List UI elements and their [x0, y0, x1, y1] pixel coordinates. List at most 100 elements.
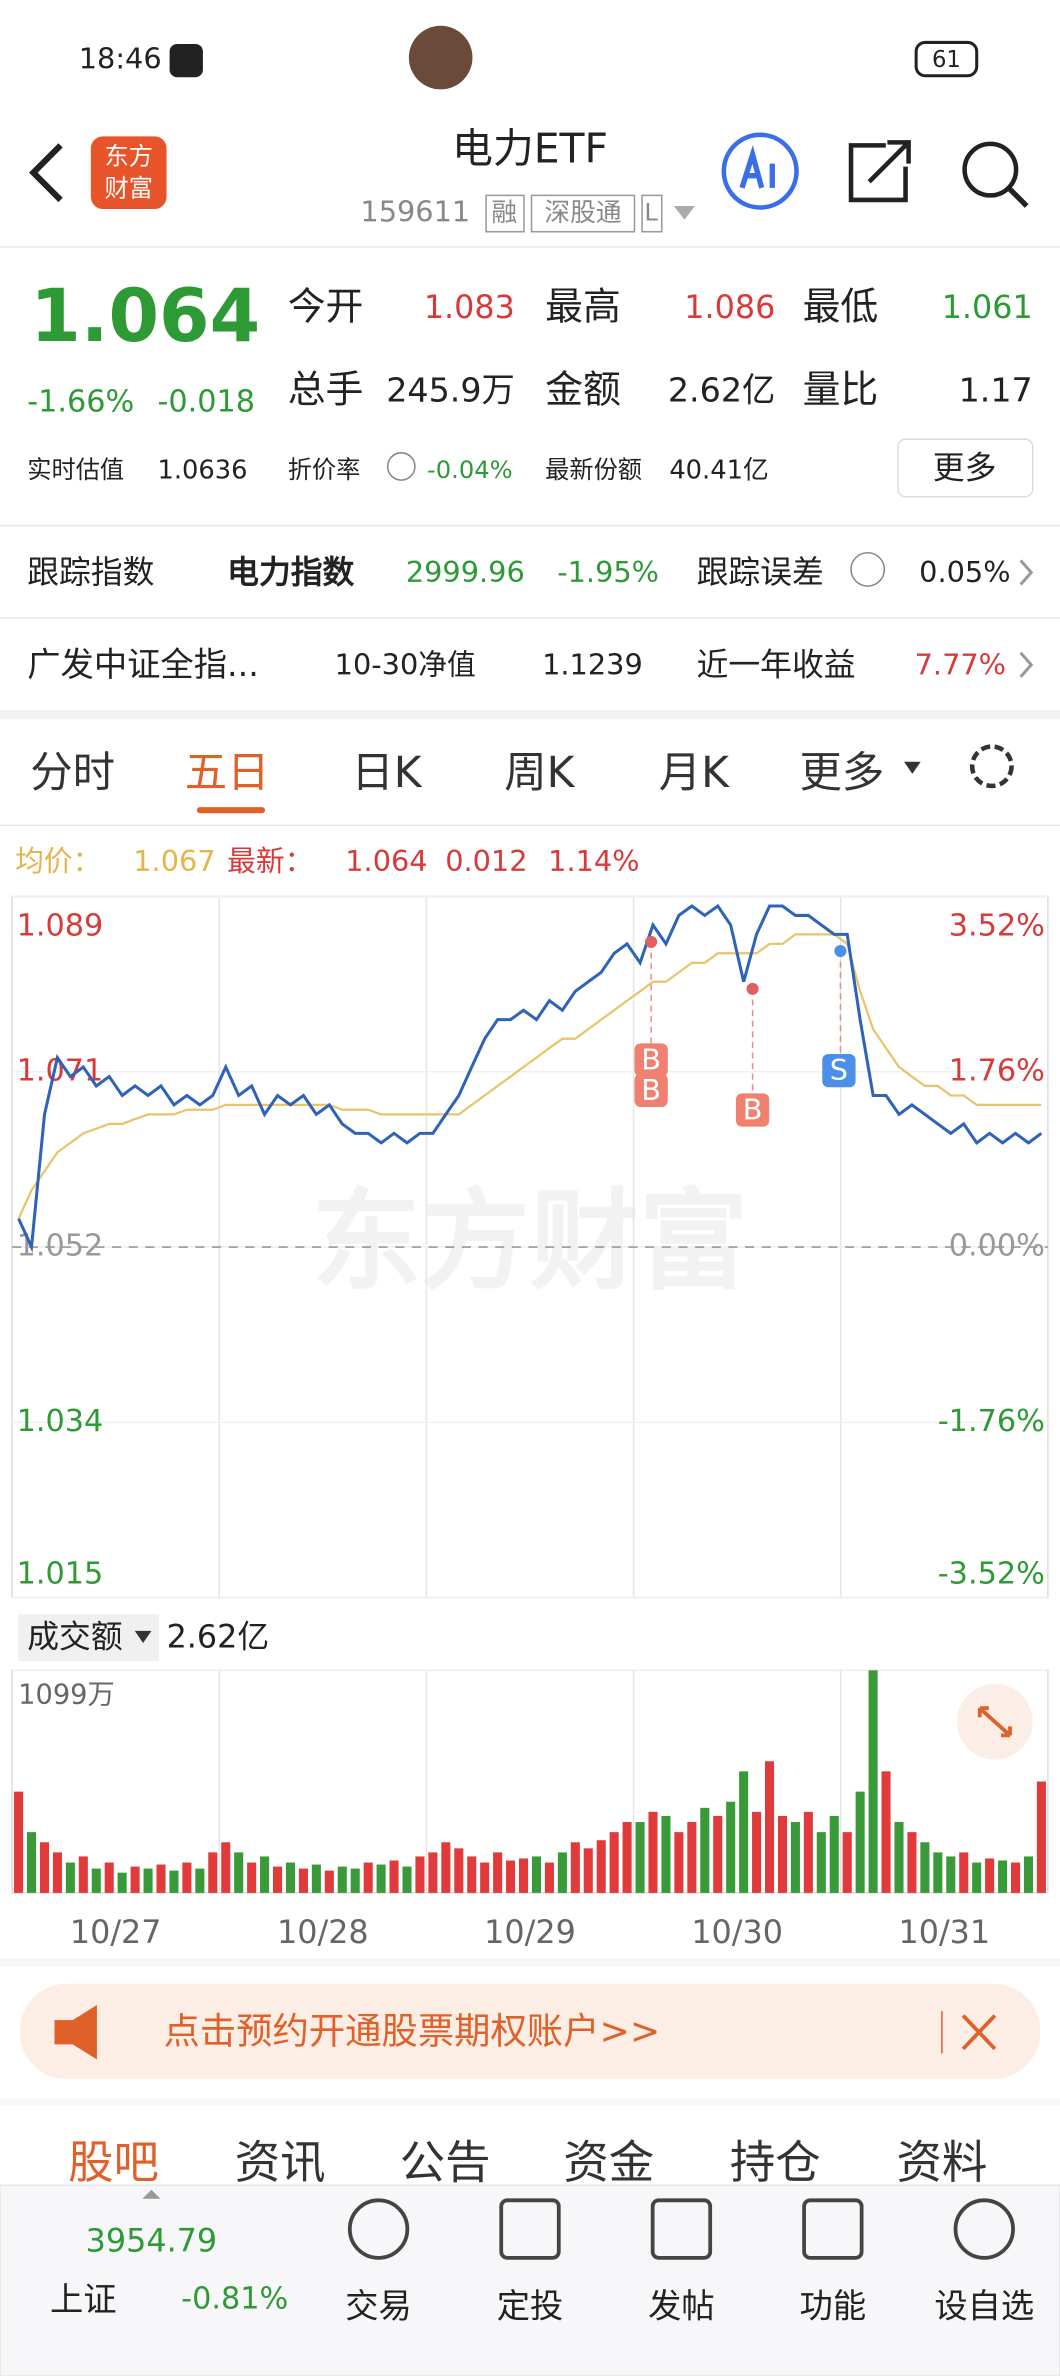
volume-bar [493, 1852, 503, 1893]
avatar [408, 25, 473, 90]
volume-bar [428, 1852, 438, 1893]
chevron[interactable] [1019, 651, 1034, 678]
x-tick-label: 10/27 [70, 1914, 162, 1951]
volume-bar [130, 1866, 140, 1893]
trade-marker-label: B [743, 1093, 763, 1127]
return-label: 近一年收益 [697, 646, 856, 683]
settings-button[interactable] [969, 744, 1014, 789]
y2-tick-label: -3.52% [938, 1556, 1045, 1591]
volume-bar [234, 1852, 244, 1893]
volume-bar [933, 1852, 943, 1893]
volume-bar [661, 1815, 671, 1893]
field-label: 最低 [803, 284, 879, 328]
share-button[interactable] [848, 140, 911, 203]
tab[interactable]: 分时 [30, 748, 115, 797]
tag: L [644, 199, 658, 227]
chevron[interactable] [1019, 559, 1034, 586]
tab[interactable]: 日K [351, 748, 422, 797]
sub-tab[interactable]: 资讯 [235, 2136, 326, 2189]
quote-fields: 今开 1.083 最高 1.086 最低 1.061 总手 245.9万 金额 2.62亿 量比 1.… [288, 284, 1033, 411]
sub-tab[interactable]: 资料 [896, 2136, 987, 2189]
volume-bar [65, 1862, 75, 1893]
legend-change: 0.012 [445, 844, 527, 878]
volume-bar [78, 1856, 88, 1893]
bottom-nav [0, 2184, 1060, 2376]
help-icon[interactable] [850, 551, 886, 587]
field-label: 最新份额 [545, 456, 642, 484]
y-tick-label: 1099万 [18, 1680, 115, 1711]
divider [0, 710, 1060, 720]
tab[interactable]: 月K [659, 748, 730, 797]
volume-bar [609, 1832, 619, 1893]
tracking-index: 电力指数 [227, 554, 354, 591]
ai-button[interactable] [721, 132, 799, 210]
legend-change-pct: 1.14% [548, 844, 639, 878]
nav-label[interactable]: 功能 [800, 2286, 867, 2325]
volume-bar [855, 1791, 865, 1893]
volume-bar [764, 1761, 775, 1893]
volume-bar [570, 1842, 580, 1893]
price-chart: 1.0891.0711.0521.0341.0153.52%1.76%0.00%… [11, 895, 1049, 1599]
tab[interactable]: 更多 [800, 748, 885, 797]
logo-text: 财富 [104, 174, 152, 202]
app-icon [169, 43, 203, 78]
back-button[interactable] [29, 143, 63, 203]
trade-marker [822, 1053, 856, 1088]
nav-items: 交易 定投 发帖 功能 设自选 [345, 2198, 1034, 2325]
battery [914, 40, 979, 78]
nav-label[interactable]: 设自选 [934, 2286, 1034, 2325]
nav-icon [953, 2198, 1015, 2260]
sub-tab[interactable]: 资金 [563, 2136, 654, 2189]
tag-box [530, 194, 636, 233]
field-value: 40.41亿 [669, 455, 768, 485]
banner-close[interactable] [961, 2014, 997, 2051]
more-button[interactable] [897, 438, 1034, 498]
volume-bar [635, 1822, 645, 1893]
tracking-error-label: 跟踪误差 [697, 554, 824, 591]
nav-label[interactable]: 交易 [345, 2286, 412, 2325]
watermark: 东方财富 [312, 1178, 748, 1305]
nav-icon [347, 2198, 410, 2260]
nav-icon [650, 2198, 713, 2260]
volume-bar [272, 1866, 283, 1893]
volume-bar [622, 1822, 632, 1893]
sub-tab[interactable]: 公告 [400, 2136, 491, 2189]
tab[interactable]: 五日 [185, 748, 270, 797]
volume-bar [454, 1848, 464, 1893]
dropdown[interactable] [673, 205, 696, 220]
search-button[interactable] [962, 141, 1019, 198]
sub-tab[interactable]: 股吧 [68, 2136, 159, 2189]
volume-bar [298, 1868, 308, 1893]
volume-bar [752, 1811, 762, 1893]
nav-value: 1.1239 [542, 647, 643, 681]
tracking-label: 跟踪指数 [27, 554, 154, 591]
volume-bar [557, 1852, 567, 1893]
x-tick-label: 10/29 [484, 1914, 576, 1951]
field-value: 1.086 [684, 289, 775, 326]
tabs: 分时 五日 日K 周K 月K 更多 [30, 748, 885, 814]
volume-bar [104, 1862, 114, 1893]
trade-marker [735, 1093, 770, 1127]
volume-bar [1036, 1781, 1046, 1893]
y-tick-label: 1.071 [17, 1053, 104, 1088]
tracking-change: -1.95% [557, 555, 659, 589]
sub-tab[interactable]: 持仓 [730, 2136, 821, 2189]
y2-tick-label: 3.52% [949, 908, 1045, 943]
volume-bar [324, 1870, 334, 1893]
field-label: 今开 [288, 284, 364, 328]
trade-dot [645, 935, 658, 948]
tab[interactable]: 周K [504, 748, 575, 797]
volume-bar [648, 1811, 658, 1893]
field-label: 最高 [545, 284, 621, 328]
info-icon[interactable] [386, 452, 416, 481]
nav-label[interactable]: 定投 [497, 2286, 564, 2325]
nav-label[interactable]: 发帖 [648, 2286, 715, 2325]
volume-bar [920, 1842, 930, 1893]
legend-value: 1.067 [133, 844, 215, 878]
legend-label: 最新： [227, 844, 313, 878]
volume-selector[interactable] [18, 1614, 159, 1662]
banner[interactable] [19, 1983, 1041, 2080]
volume-bar [169, 1870, 179, 1893]
dropdown[interactable] [904, 761, 921, 774]
volume-bar [311, 1864, 321, 1893]
